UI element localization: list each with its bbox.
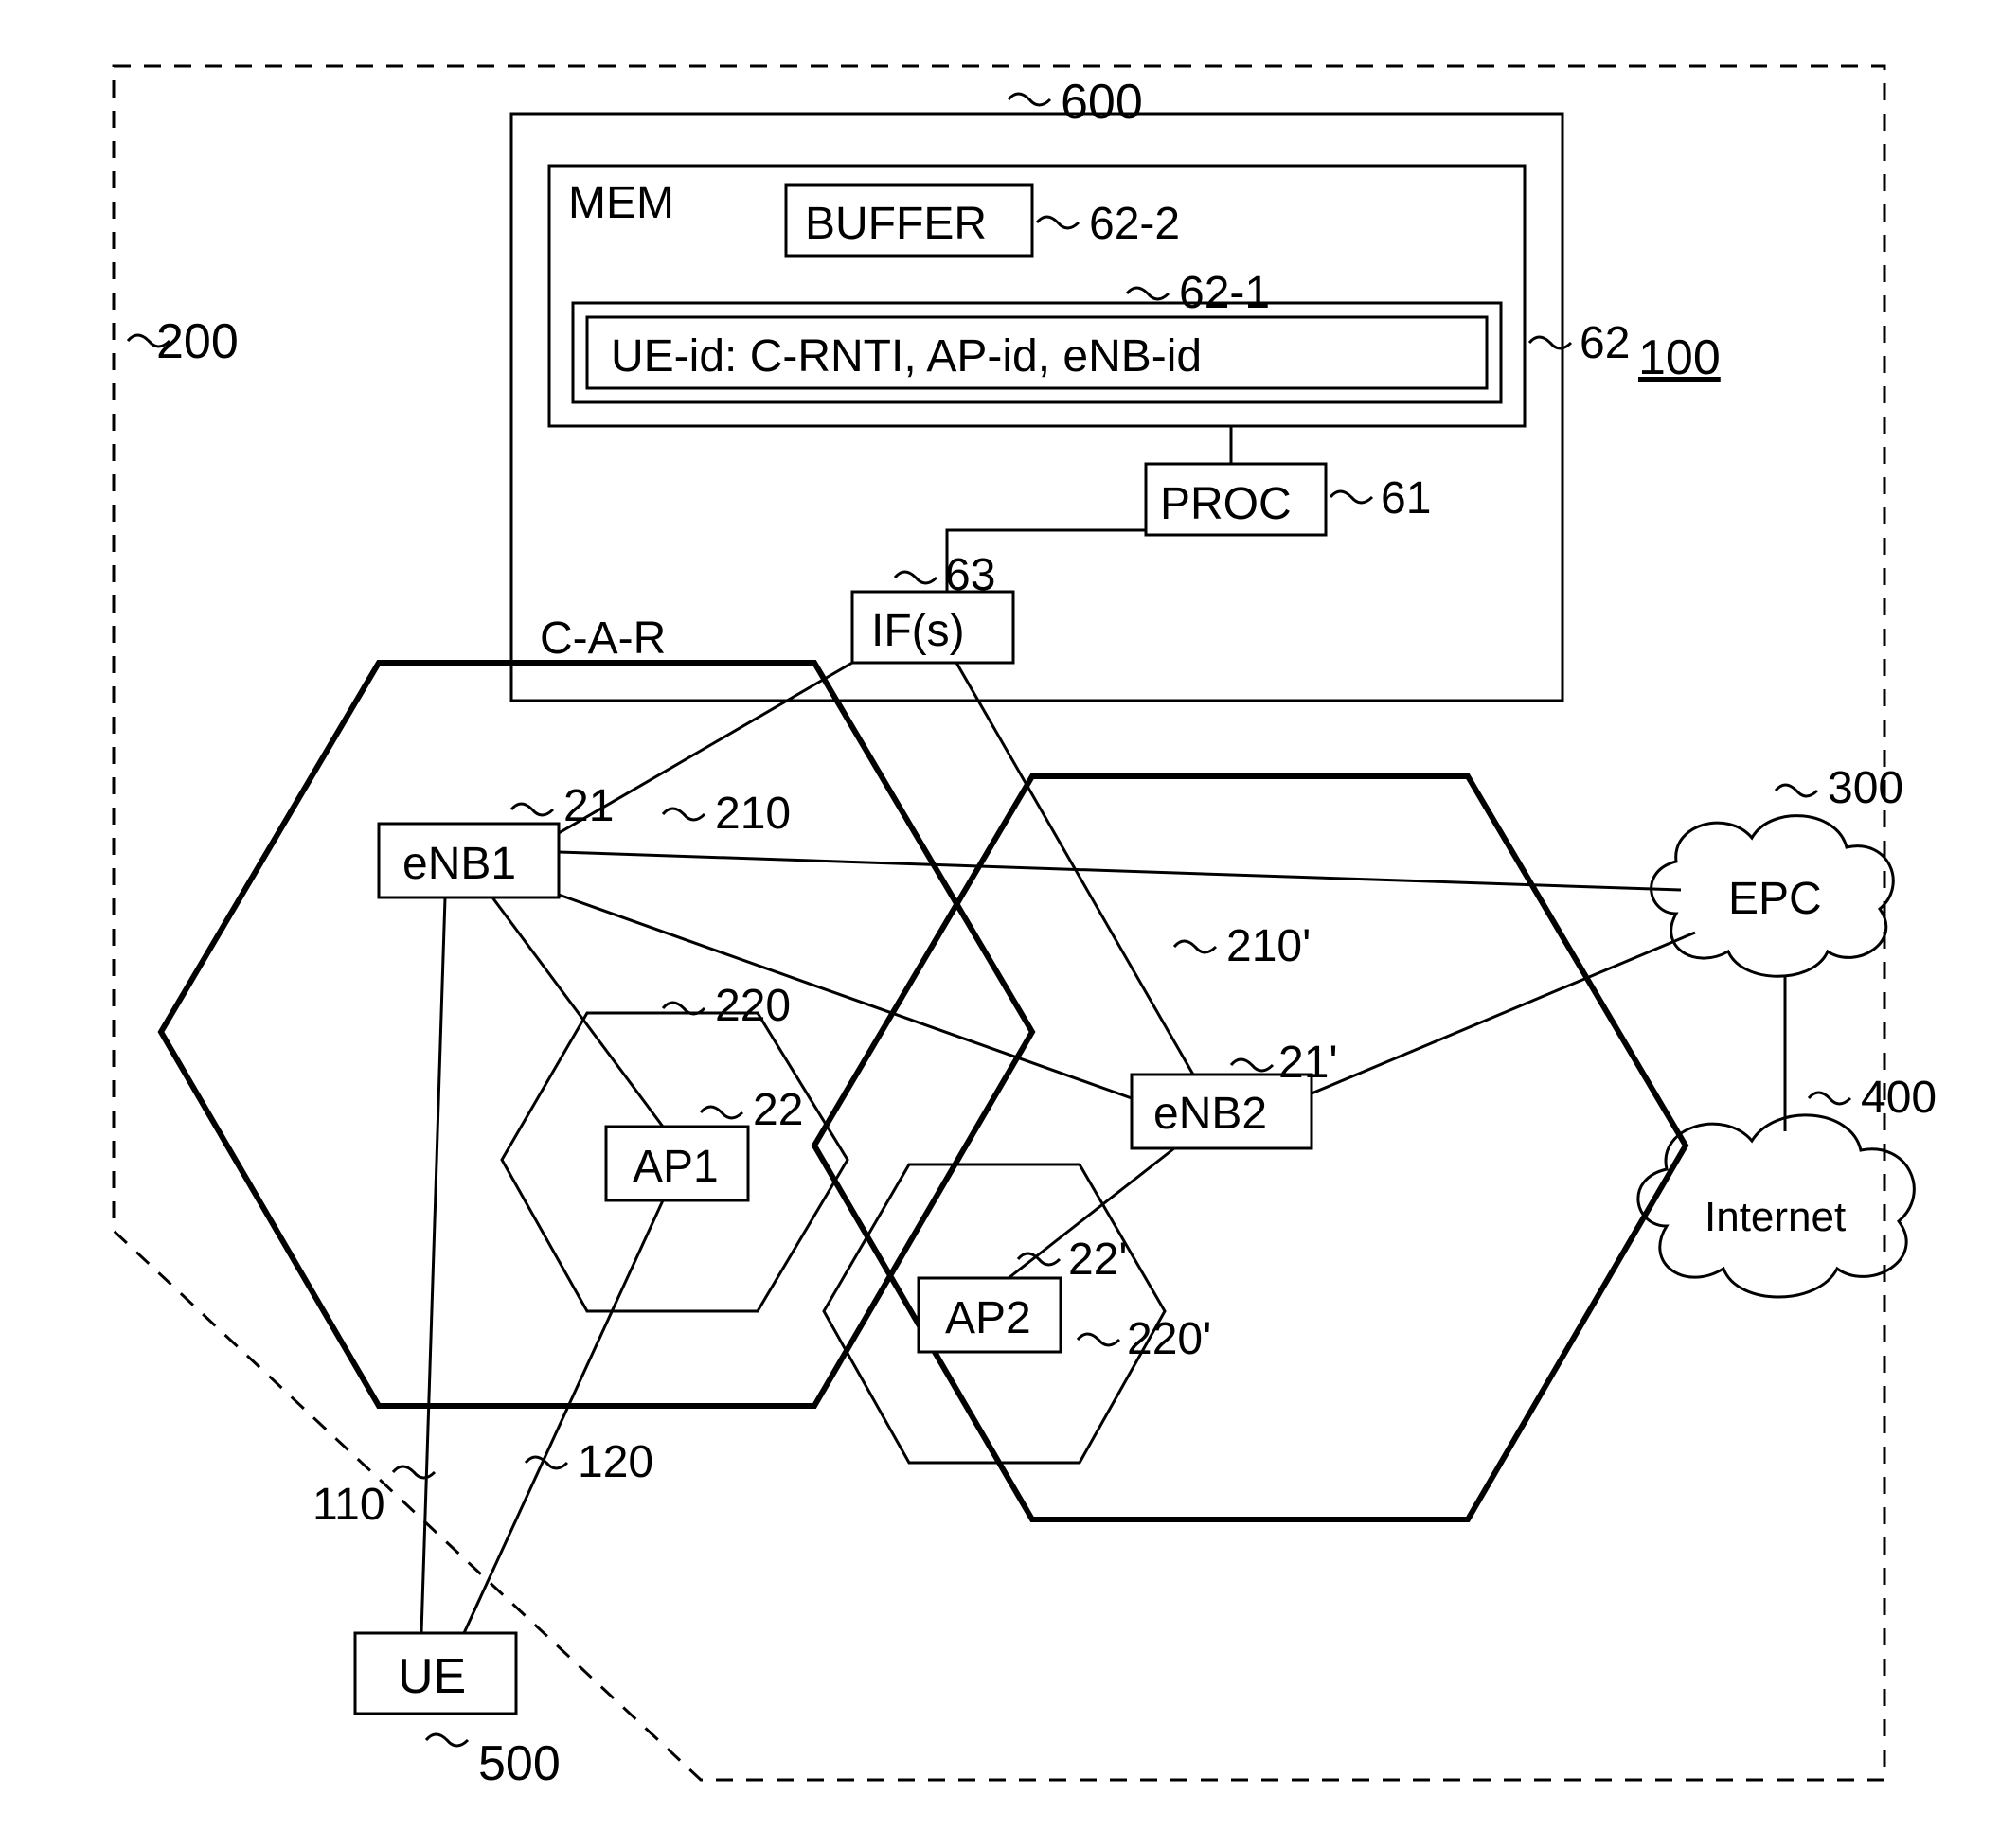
label-62-1: 62-1	[1179, 268, 1270, 318]
tilde-21p	[1231, 1059, 1273, 1071]
tilde-62-1	[1127, 288, 1169, 299]
label-buffer: BUFFER	[805, 199, 987, 249]
tilde-62	[1529, 337, 1571, 348]
label-400: 400	[1861, 1073, 1937, 1123]
network-diagram: 100 200 600 MEM BUFFER 62-2 UE-id: C-RNT…	[0, 0, 2000, 1848]
tilde-61	[1330, 491, 1372, 503]
label-proc: PROC	[1160, 479, 1292, 529]
link-ue-ap1	[464, 1200, 663, 1633]
label-ap2: AP2	[945, 1293, 1031, 1343]
label-300: 300	[1828, 763, 1903, 813]
tilde-300	[1776, 785, 1817, 796]
label-100: 100	[1638, 330, 1721, 385]
label-ap1: AP1	[633, 1142, 719, 1192]
tilde-110	[393, 1466, 435, 1478]
tilde-62-2	[1037, 217, 1079, 228]
label-enb1: eNB1	[402, 839, 516, 889]
label-220: 220	[715, 981, 791, 1031]
label-22p: 22'	[1068, 1235, 1128, 1285]
label-200: 200	[156, 314, 239, 369]
label-21: 21	[563, 781, 614, 831]
label-ue: UE	[398, 1649, 466, 1704]
label-car: C-A-R	[540, 613, 666, 664]
label-mem: MEM	[568, 178, 674, 228]
tilde-600	[1009, 94, 1050, 105]
label-internet: Internet	[1705, 1194, 1846, 1240]
label-62-2: 62-2	[1089, 199, 1180, 249]
label-110: 110	[312, 1480, 385, 1530]
label-ue-table: UE-id: C-RNTI, AP-id, eNB-id	[611, 331, 1202, 382]
label-62: 62	[1580, 318, 1630, 368]
tilde-63	[895, 572, 937, 583]
label-210: 210	[715, 789, 791, 839]
tilde-210p	[1174, 941, 1216, 952]
label-21p: 21'	[1278, 1038, 1338, 1088]
tilde-21	[511, 804, 553, 815]
label-63: 63	[945, 550, 995, 600]
label-epc: EPC	[1728, 874, 1822, 924]
tilde-120	[526, 1457, 567, 1468]
tilde-400	[1809, 1093, 1850, 1104]
label-ifs: IF(s)	[871, 606, 965, 656]
label-600: 600	[1061, 75, 1143, 130]
label-500: 500	[478, 1736, 561, 1791]
link-ue-enb1	[421, 897, 445, 1633]
label-enb2: eNB2	[1153, 1089, 1267, 1139]
link-enb1-enb2	[559, 895, 1132, 1098]
tilde-500	[426, 1734, 468, 1746]
label-120: 120	[578, 1437, 653, 1487]
label-61: 61	[1381, 473, 1431, 524]
label-210p: 210'	[1226, 921, 1311, 971]
tilde-22	[701, 1107, 742, 1118]
label-220p: 220'	[1127, 1314, 1211, 1364]
tilde-210	[663, 808, 705, 820]
label-22: 22	[753, 1085, 803, 1135]
tilde-220p	[1078, 1334, 1119, 1345]
